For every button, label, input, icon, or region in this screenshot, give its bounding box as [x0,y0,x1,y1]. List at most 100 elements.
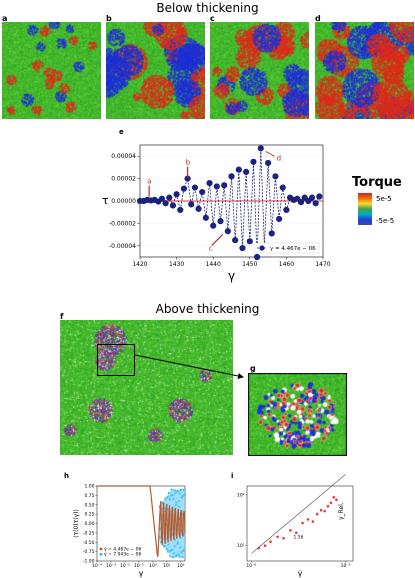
simulation-snapshot-f [60,320,233,455]
autocorrelation-chart: h 1.00 0.75 0.50 0.25 0.00 -0.25 -0.50 -0.75 -1.… [64,472,186,578]
slope-annotation: 1.56 [293,534,303,540]
data-point [224,228,231,235]
data-point [257,145,264,152]
legend-label-orange: γ̇ = 4.467e − 06 [104,547,141,553]
panel-label-a: a [2,14,8,23]
legend-marker-orange [99,547,103,551]
panel-label-c: c [210,14,215,23]
data-point [272,173,279,180]
y-tick-label: 10¹ [237,543,245,549]
x-axis-label: γ [139,569,144,578]
y-axis-label: γ_Rel. [338,502,345,520]
data-point [279,184,286,191]
y-axis-label: τ [102,194,109,207]
x-tick-label: 1420 [132,261,147,268]
data-point [316,193,323,200]
chart-legend: γ̇ = 4.467e − 06 γ̇ = 7.943e − 06 [99,547,141,558]
panel-label-b: b [106,14,112,23]
data-point [235,166,242,173]
data-point [319,508,323,512]
data-point [301,521,304,525]
data-point [326,504,330,508]
zoomed-snapshot-g [248,373,347,456]
data-point [188,201,195,208]
x-tick-label: 10⁻⁵ [341,563,351,569]
heading-below-thickening: Below thickening [156,1,259,15]
legend-label-cyan: γ̇ = 7.943e − 06 [104,552,141,558]
data-point [202,214,209,221]
data-point [275,215,283,223]
data-point [254,253,261,261]
colorbar-title: Torque [352,175,402,190]
y-tick-label: -1.00 [83,559,95,565]
legend-marker-cyan [99,553,103,556]
data-point [265,159,272,167]
annotation-arrow [265,150,275,157]
data-point [213,183,220,190]
panel-label-g: g [250,364,256,373]
annotation-label-d: d [277,154,281,162]
y-tick-label: 0.75 [84,493,94,499]
panel-label-h: h [64,472,69,480]
y-tick-label: 0.00004 [111,153,136,160]
data-point [323,509,326,513]
data-point [329,501,333,505]
relaxation-strain-chart: i 10⁻⁶ 10⁻⁵ 10¹ 10² 1.56 γ_Rel. γ̇ [231,472,354,578]
annotation-label-a: a [147,178,151,186]
x-tick-label: 1450 [242,261,257,268]
data-point [246,238,253,245]
data-point [335,498,338,502]
data-point [221,182,228,189]
x-tick-label: 1460 [279,261,294,268]
panel-label-f: f [60,312,64,321]
data-point [297,199,305,206]
y-tick-label: 0.50 [84,502,94,508]
annotation-label-b: b [186,159,191,167]
data-point [169,202,177,209]
torque-colorbar [358,193,372,225]
simulation-snapshot-c [210,22,309,119]
panel-label-e: e [119,128,124,136]
data-point [239,244,246,252]
orange-series-line [97,485,186,558]
annotation-arrow [211,233,224,246]
zoom-arrow [134,354,244,379]
x-tick-label: 10⁻¹ [134,563,144,569]
data-point [257,546,261,550]
data-point [268,230,275,237]
data-point [173,191,180,198]
x-tick-label: 10⁻⁶ [246,563,256,569]
data-point [206,179,213,187]
legend-label: γ = 4.467e − 06 [270,246,316,252]
x-tick-label: 10⁻³ [106,563,116,569]
x-tick-label: 10⁻² [120,563,130,569]
data-point [250,158,257,165]
simulation-snapshot-d [315,22,414,119]
annotation-label-c: c [209,244,213,252]
data-point [269,540,272,543]
x-tick-label: 1470 [315,261,330,268]
data-point [195,205,202,212]
data-point [228,173,235,180]
data-point [180,185,188,192]
simulation-snapshot-b [106,22,205,119]
x-tick-label: 10⁰ [149,563,157,569]
x-tick-label: 1430 [169,261,184,268]
data-point [312,200,319,207]
colorbar-max-label: 5e-5 [376,195,392,203]
chart-legend: γ = 4.467e − 06 [254,242,320,254]
panel-label-i: i [231,472,233,480]
chart-frame [246,485,354,562]
torque-time-series-chart: e 1420 1430 1440 1450 1460 1470 0.00004 0.00002… [102,128,331,283]
fit-line [251,474,346,554]
data-point [263,544,267,548]
data-point [282,536,285,540]
x-axis-label: γ [228,269,235,283]
y-tick-label: -0.25 [83,530,95,536]
colorbar-min-label: -5e-5 [376,217,395,225]
data-point [283,206,290,214]
panel-label-d: d [315,14,321,23]
data-point [232,237,239,244]
data-point [315,512,319,516]
y-tick-label: -0.50 [83,540,95,546]
